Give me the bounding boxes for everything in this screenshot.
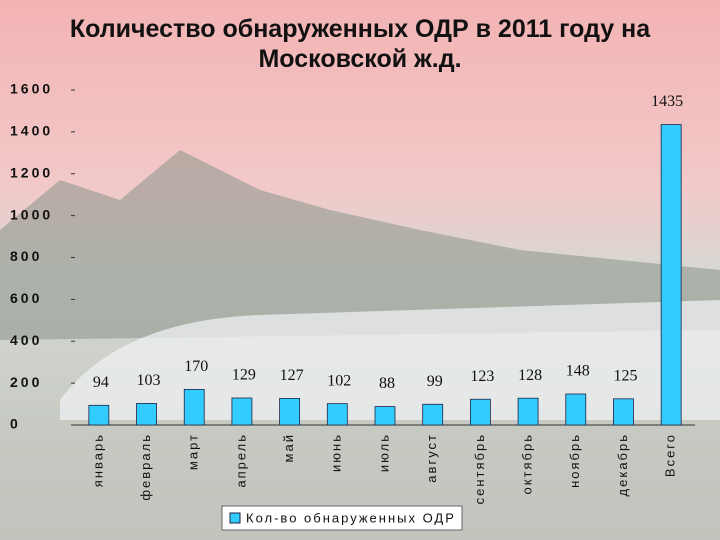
y-tick-label: 0 [10, 416, 21, 432]
value-label: 129 [232, 367, 256, 384]
y-tick-label: 800 [10, 248, 42, 264]
value-label: 125 [613, 368, 637, 385]
trees [0, 150, 720, 340]
value-label: 170 [184, 358, 208, 375]
x-tick-label: май [281, 433, 296, 462]
x-tick-label: октябрь [520, 433, 535, 495]
y-tick-label: 1400 [10, 123, 53, 139]
bar [183, 389, 205, 426]
x-tick-label: февраль [138, 433, 153, 501]
x-tick-label: апрель [233, 433, 248, 488]
chart-title: Количество обнаруженных ОДР в 2011 году … [69, 15, 651, 73]
value-label: 127 [280, 367, 304, 384]
bar [231, 397, 253, 426]
legend-label: Кол-во обнаруженных ОДР [246, 510, 456, 525]
x-tick-label: июль [376, 433, 391, 472]
legend [221, 505, 463, 531]
value-label: 88 [379, 375, 395, 392]
x-tick-label: ноябрь [567, 433, 582, 488]
value-label: 148 [566, 363, 590, 380]
bar [469, 398, 491, 426]
value-label: 123 [470, 368, 494, 385]
y-tick-label: 200 [10, 374, 42, 390]
x-tick-label: июнь [329, 433, 344, 472]
y-tick-label: 600 [10, 290, 42, 306]
x-tick-label: Всего [663, 433, 678, 477]
x-tick-label: сентябрь [472, 433, 487, 504]
y-tick-label: 400 [10, 332, 42, 348]
bar [660, 124, 682, 426]
value-label: 102 [327, 372, 351, 389]
x-tick-label: январь [90, 433, 105, 487]
train [60, 300, 720, 420]
bar [565, 393, 587, 426]
bar [279, 398, 301, 426]
y-tick-label: 1000 [10, 206, 53, 222]
bar [613, 398, 634, 426]
value-label: 94 [93, 374, 109, 391]
bar [326, 403, 348, 426]
value-label: 103 [137, 372, 161, 389]
bar [517, 397, 539, 426]
value-label: 99 [427, 373, 443, 390]
x-tick-label: март [186, 433, 201, 470]
x-tick-label: декабрь [615, 433, 630, 496]
value-label: 1435 [651, 93, 683, 110]
bar [374, 406, 396, 426]
bar [422, 403, 444, 426]
bar [88, 404, 110, 426]
x-tick-label: август [424, 433, 439, 483]
legend-swatch [229, 512, 241, 524]
y-tick-label: 1600 [10, 81, 53, 97]
bar [136, 403, 157, 426]
y-tick-label: 1200 [10, 164, 53, 180]
value-label: 128 [518, 367, 542, 384]
